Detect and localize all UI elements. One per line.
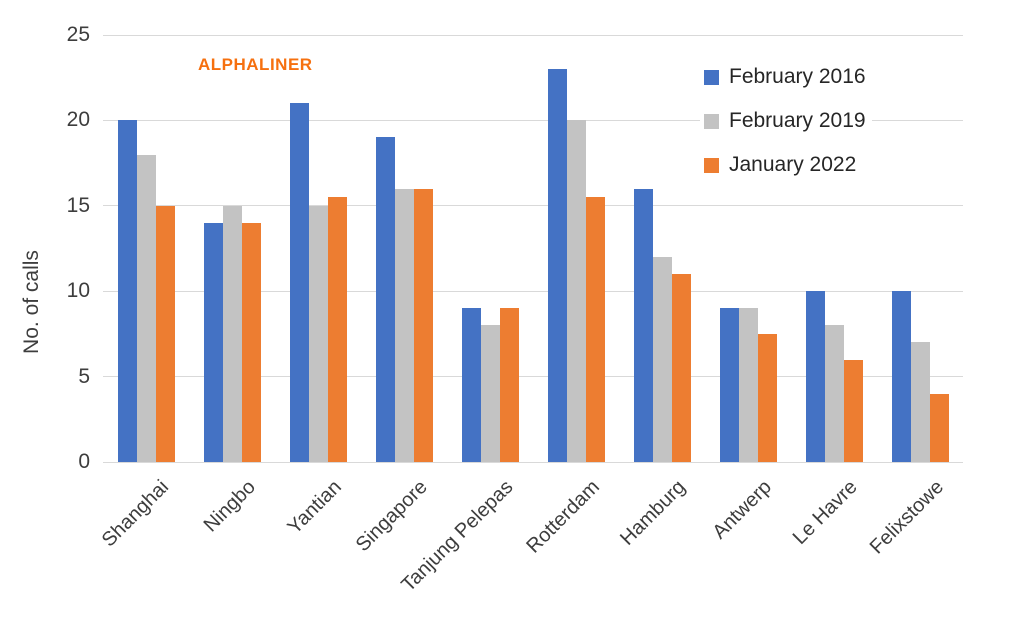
gridline bbox=[103, 290, 963, 292]
bar-group bbox=[361, 35, 447, 462]
bar-january-2022 bbox=[327, 197, 347, 462]
bar-group bbox=[877, 35, 963, 462]
y-tick-label: 25 bbox=[66, 23, 90, 46]
bar-january-2022 bbox=[843, 359, 863, 462]
x-label-anchor: Shanghai bbox=[98, 462, 189, 572]
legend-swatch-icon bbox=[704, 157, 719, 173]
x-label-anchor: Ningbo bbox=[189, 462, 275, 572]
bar-february-2019 bbox=[738, 308, 758, 462]
x-label-anchor: Rotterdam bbox=[522, 462, 619, 572]
bar-january-2022 bbox=[929, 393, 949, 462]
x-axis-label: Hamburg bbox=[615, 476, 690, 550]
bar-january-2022 bbox=[155, 205, 175, 462]
bar-group bbox=[619, 35, 705, 462]
bar-february-2019 bbox=[910, 342, 930, 462]
bar-february-2019 bbox=[222, 205, 242, 462]
x-label-anchor: Le Havre bbox=[788, 462, 877, 572]
bar-february-2016 bbox=[289, 103, 309, 462]
gridline bbox=[103, 119, 963, 121]
x-axis-label: Rotterdam bbox=[521, 476, 604, 558]
bar-january-2022 bbox=[671, 274, 691, 462]
x-axis-label: Singapore bbox=[351, 476, 432, 557]
x-axis-label: Shanghai bbox=[98, 476, 174, 552]
bar-february-2016 bbox=[805, 291, 825, 462]
bar-february-2016 bbox=[375, 137, 395, 462]
bar-group bbox=[533, 35, 619, 462]
legend-item: February 2019 bbox=[704, 109, 866, 133]
bar-february-2019 bbox=[394, 188, 414, 462]
x-axis-label: Ningbo bbox=[199, 476, 260, 537]
bar-january-2022 bbox=[757, 333, 777, 462]
bar-group bbox=[791, 35, 877, 462]
bar-group bbox=[275, 35, 361, 462]
bar-february-2019 bbox=[308, 205, 328, 462]
legend-label: February 2016 bbox=[729, 65, 866, 88]
legend-swatch-icon bbox=[704, 69, 719, 85]
legend-item: January 2022 bbox=[704, 153, 866, 177]
bar-february-2016 bbox=[891, 291, 911, 462]
y-tick-label: 0 bbox=[78, 450, 90, 473]
legend: February 2016 February 2019 January 2022 bbox=[700, 61, 872, 181]
bar-february-2019 bbox=[480, 325, 500, 462]
x-label-anchor: Yantian bbox=[275, 462, 361, 572]
legend-label: February 2019 bbox=[729, 109, 866, 132]
bar-group bbox=[189, 35, 275, 462]
bar-february-2019 bbox=[824, 325, 844, 462]
bar-january-2022 bbox=[499, 308, 519, 462]
x-axis-label: Antwerp bbox=[708, 476, 776, 544]
y-tick-label: 15 bbox=[66, 193, 90, 217]
watermark-alphaliner: ALPHALINER bbox=[198, 55, 313, 74]
gridline bbox=[103, 34, 963, 36]
y-tick-label: 5 bbox=[78, 364, 90, 388]
bar-february-2016 bbox=[461, 308, 481, 462]
plot-area: 0 5 10 15 20 25 Shanghai Ningbo Yantian Singapore… bbox=[67, 23, 963, 596]
bar-february-2019 bbox=[566, 120, 586, 462]
legend-item: February 2016 bbox=[704, 65, 866, 89]
gridline bbox=[103, 376, 963, 378]
y-tick-label: 20 bbox=[66, 108, 90, 132]
bar-january-2022 bbox=[585, 197, 605, 462]
x-label-anchor: Antwerp bbox=[705, 462, 791, 572]
bar-february-2019 bbox=[136, 154, 156, 462]
legend-swatch-icon bbox=[704, 113, 719, 129]
x-axis-label: Felixstowe bbox=[865, 476, 948, 559]
bar-february-2019 bbox=[652, 257, 672, 462]
x-label-anchor: Felixstowe bbox=[865, 462, 963, 572]
bar-february-2016 bbox=[547, 69, 567, 462]
legend-label: January 2022 bbox=[729, 153, 857, 176]
gridline bbox=[103, 461, 963, 463]
y-tick-label: 10 bbox=[66, 279, 90, 303]
x-label-anchor: Tanjung Pelepas bbox=[397, 462, 533, 596]
bar-group bbox=[447, 35, 533, 462]
bar-january-2022 bbox=[241, 222, 261, 462]
bar-group bbox=[705, 35, 791, 462]
bar-group bbox=[103, 35, 189, 462]
gridline bbox=[103, 205, 963, 207]
x-axis-label: Yantian bbox=[283, 476, 346, 539]
bar-february-2016 bbox=[117, 120, 137, 462]
x-axis-label: Le Havre bbox=[788, 476, 862, 549]
x-label-anchor: Hamburg bbox=[615, 462, 705, 572]
bar-february-2016 bbox=[633, 188, 653, 462]
bar-february-2016 bbox=[719, 308, 739, 462]
bar-february-2016 bbox=[203, 222, 223, 462]
bar-january-2022 bbox=[413, 188, 433, 462]
